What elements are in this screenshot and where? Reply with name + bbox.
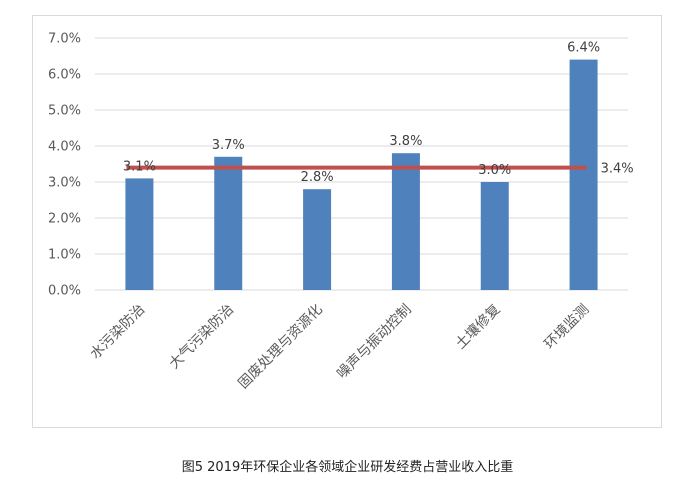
figure-caption: 图5 2019年环保企业各领域企业研发经费占营业收入比重	[181, 460, 514, 475]
y-tick-label: 5.0%	[48, 104, 81, 119]
bar-chart: 0.0% 1.0% 2.0% 3.0% 4.0% 5.0% 6.0% 7.0% 3.4% 3.…	[48, 32, 634, 393]
x-category-label: 环境监测	[542, 302, 593, 353]
x-category-label: 水污染防治	[87, 302, 148, 363]
bars	[125, 59, 598, 290]
average-line-label: 3.4%	[601, 162, 634, 177]
bar	[214, 156, 243, 290]
y-tick-label: 1.0%	[48, 248, 81, 263]
data-label: 6.4%	[567, 41, 600, 56]
data-label: 2.8%	[301, 170, 334, 185]
data-labels: 3.1% 3.7% 2.8% 3.8% 3.0% 6.4%	[123, 41, 600, 186]
y-axis-tick-labels: 0.0% 1.0% 2.0% 3.0% 4.0% 5.0% 6.0% 7.0%	[48, 32, 81, 299]
y-tick-label: 7.0%	[48, 32, 81, 47]
data-label: 3.0%	[478, 163, 511, 178]
y-tick-label: 3.0%	[48, 176, 81, 191]
y-tick-label: 0.0%	[48, 284, 81, 299]
bar	[480, 182, 509, 290]
y-tick-label: 4.0%	[48, 140, 81, 155]
data-label: 3.7%	[212, 138, 245, 153]
bar	[391, 153, 420, 290]
bar	[125, 178, 154, 290]
data-label: 3.1%	[123, 159, 156, 174]
bar	[303, 189, 332, 290]
data-label: 3.8%	[389, 134, 422, 149]
x-category-label: 噪声与振动控制	[334, 302, 415, 383]
x-category-label: 大气污染防治	[166, 302, 237, 373]
y-tick-label: 2.0%	[48, 212, 81, 227]
x-category-label: 固废处理与资源化	[235, 302, 326, 393]
bar	[569, 59, 598, 290]
average-line-group: 3.4%	[126, 162, 634, 177]
x-category-label: 土壤修复	[452, 301, 504, 353]
gridlines	[95, 37, 628, 291]
y-tick-label: 6.0%	[48, 68, 81, 83]
